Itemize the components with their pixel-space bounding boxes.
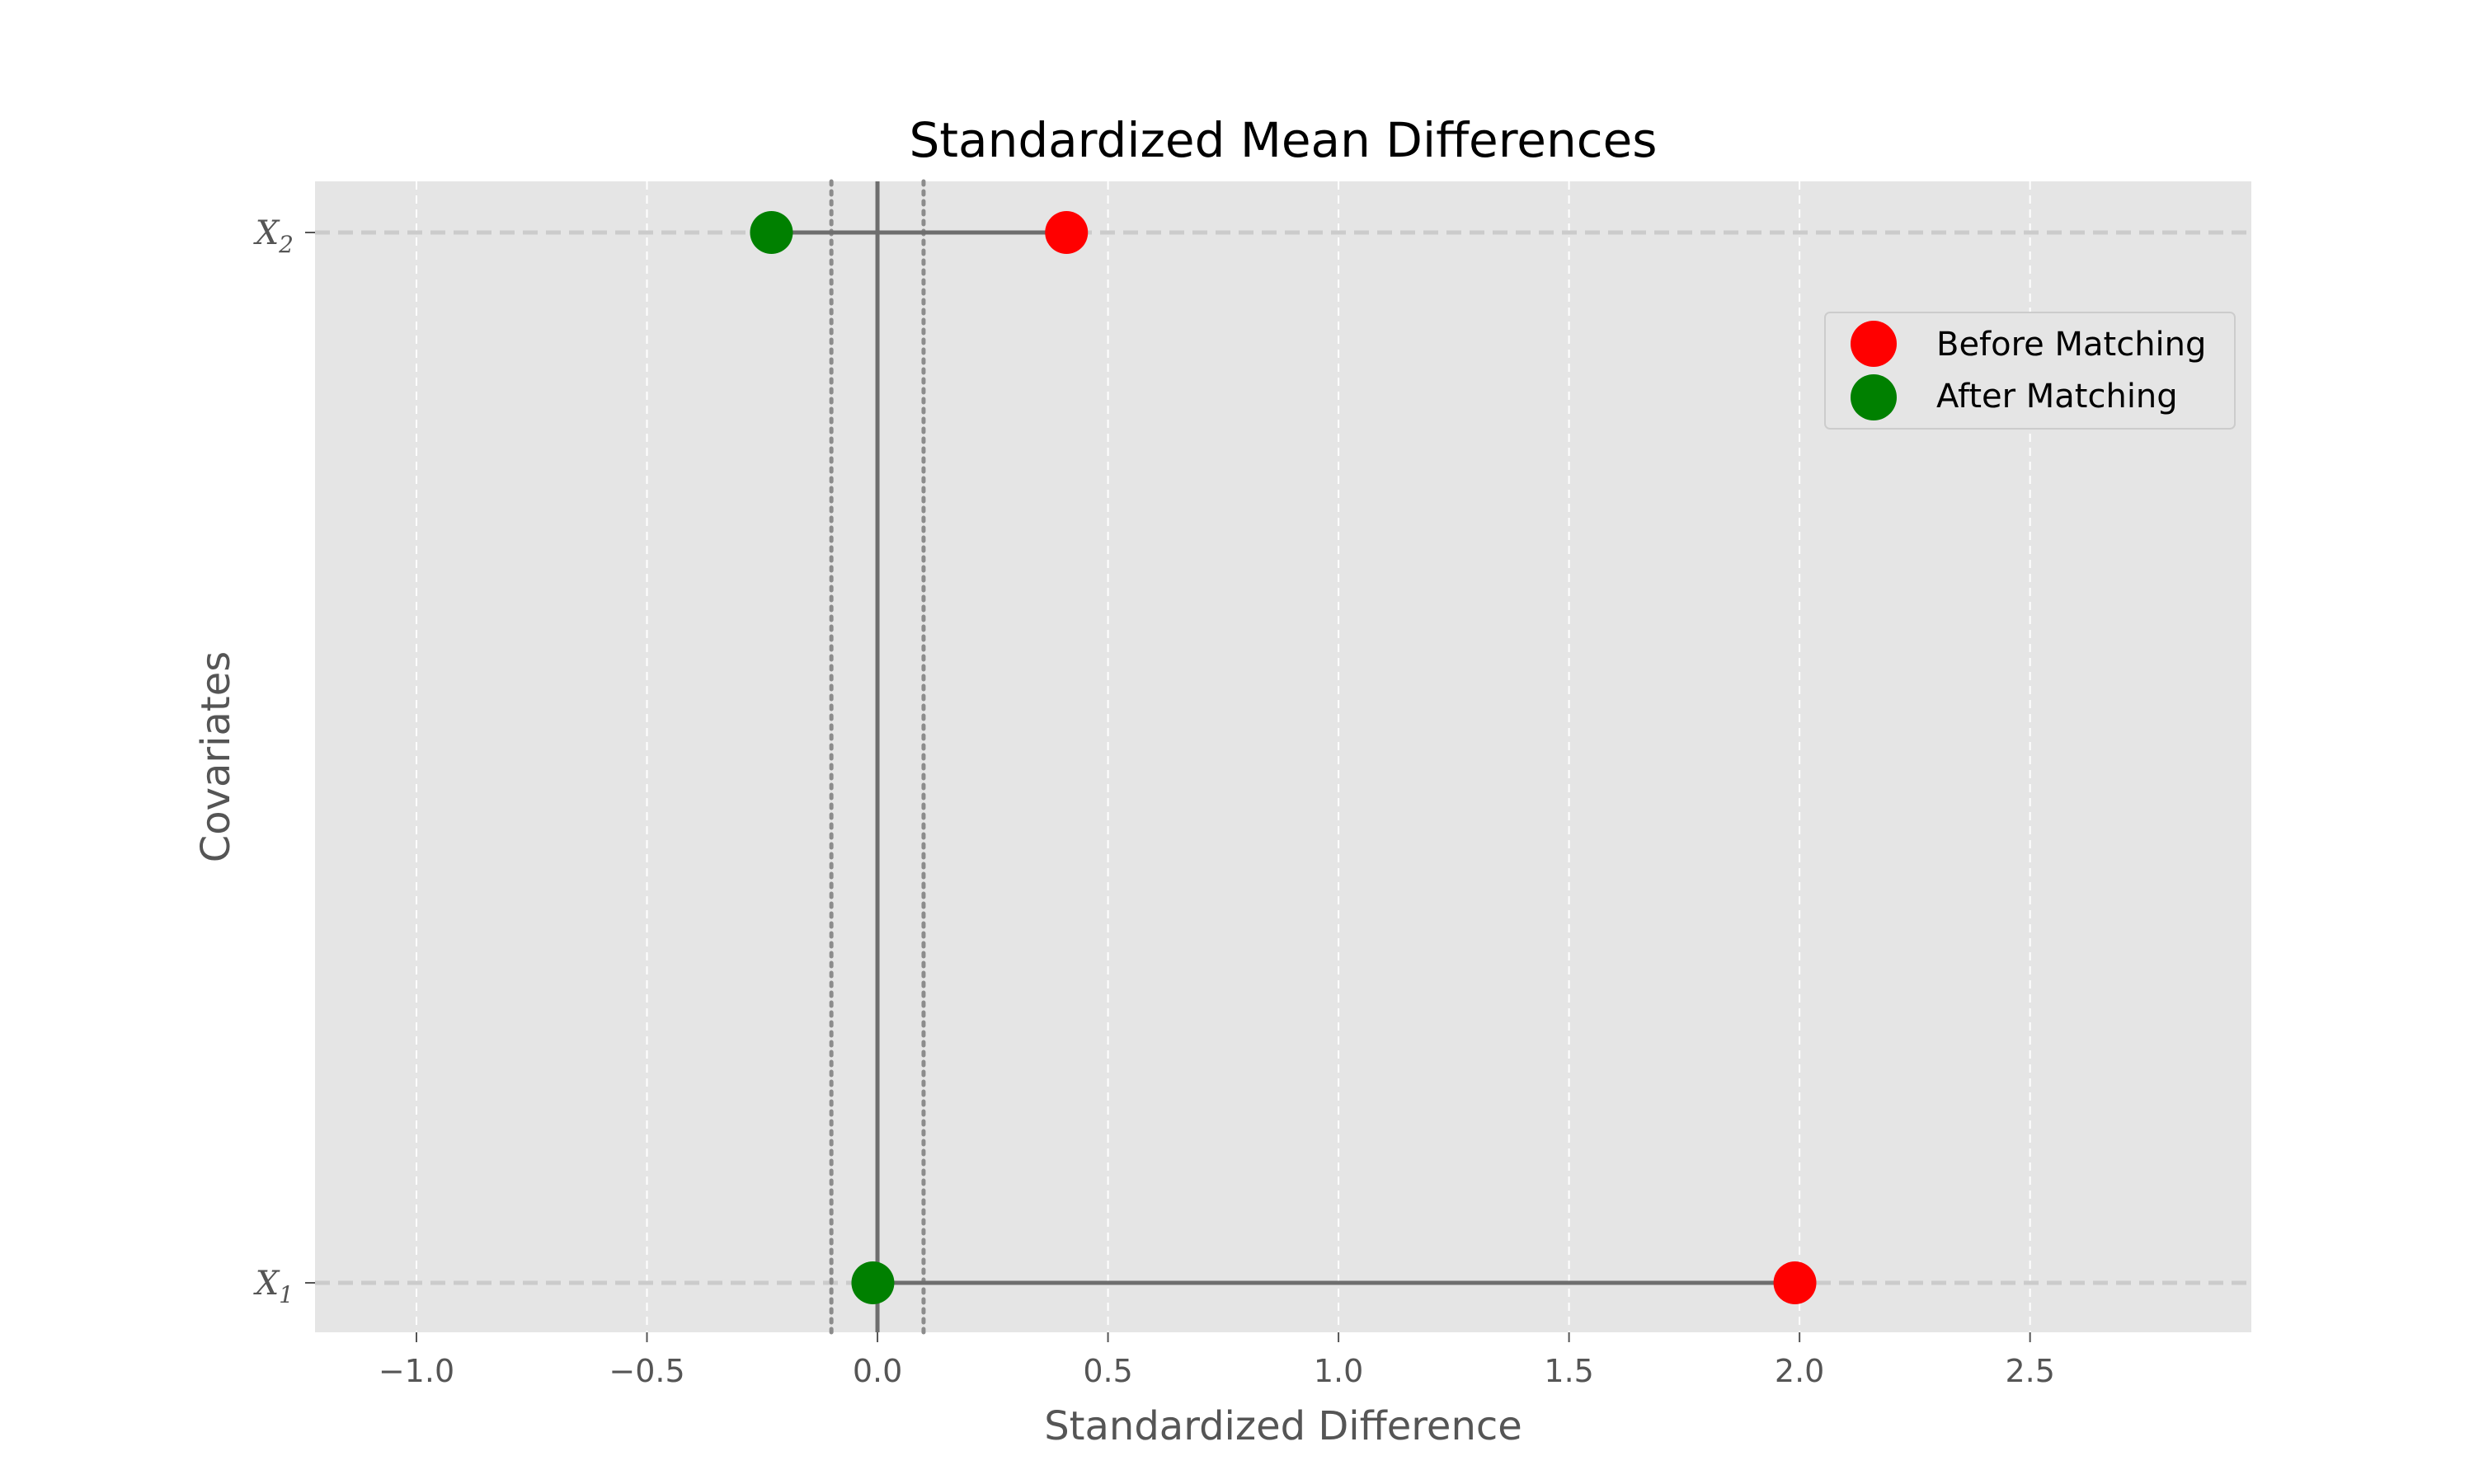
x-tick-label: 2.0 [1775,1353,1824,1389]
x-tick-label: −1.0 [379,1353,454,1389]
y-tick-label: X1 [253,1265,294,1308]
legend-marker-after-matching [1851,374,1897,420]
x-axis-label: Standardized Difference [1044,1403,1522,1449]
x-tick-label: 2.5 [2005,1353,2054,1389]
x-tick-label: 1.0 [1314,1353,1363,1389]
x-tick-label: 0.5 [1083,1353,1132,1389]
y-axis-ticks: X1 X2 [253,214,315,1308]
legend-label-before-matching: Before Matching [1936,326,2206,364]
legend-label-after-matching: After Matching [1936,378,2178,416]
data-points [750,211,1817,1304]
data-point-before-matching [1773,1261,1817,1304]
legend-frame [1824,312,2236,430]
legend: Before Matching After Matching [1824,312,2236,430]
connectors [771,230,1795,1285]
x-tick-label: 1.5 [1544,1353,1593,1389]
x-tick-label: −0.5 [609,1353,684,1389]
x-tick-label: 0.0 [853,1353,902,1389]
legend-marker-before-matching [1851,321,1897,367]
y-tick-label: X2 [253,214,294,258]
reference-lines [829,179,926,1335]
y-axis-label: Covariates [193,651,239,863]
data-point-before-matching [1045,211,1089,254]
data-point-after-matching [851,1261,895,1304]
chart-title: Standardized Mean Differences [909,112,1657,168]
x-axis-ticks: −1.0 −0.5 0.0 0.5 1.0 1.5 2.0 2.5 [379,1332,2055,1389]
data-point-after-matching [750,211,793,254]
